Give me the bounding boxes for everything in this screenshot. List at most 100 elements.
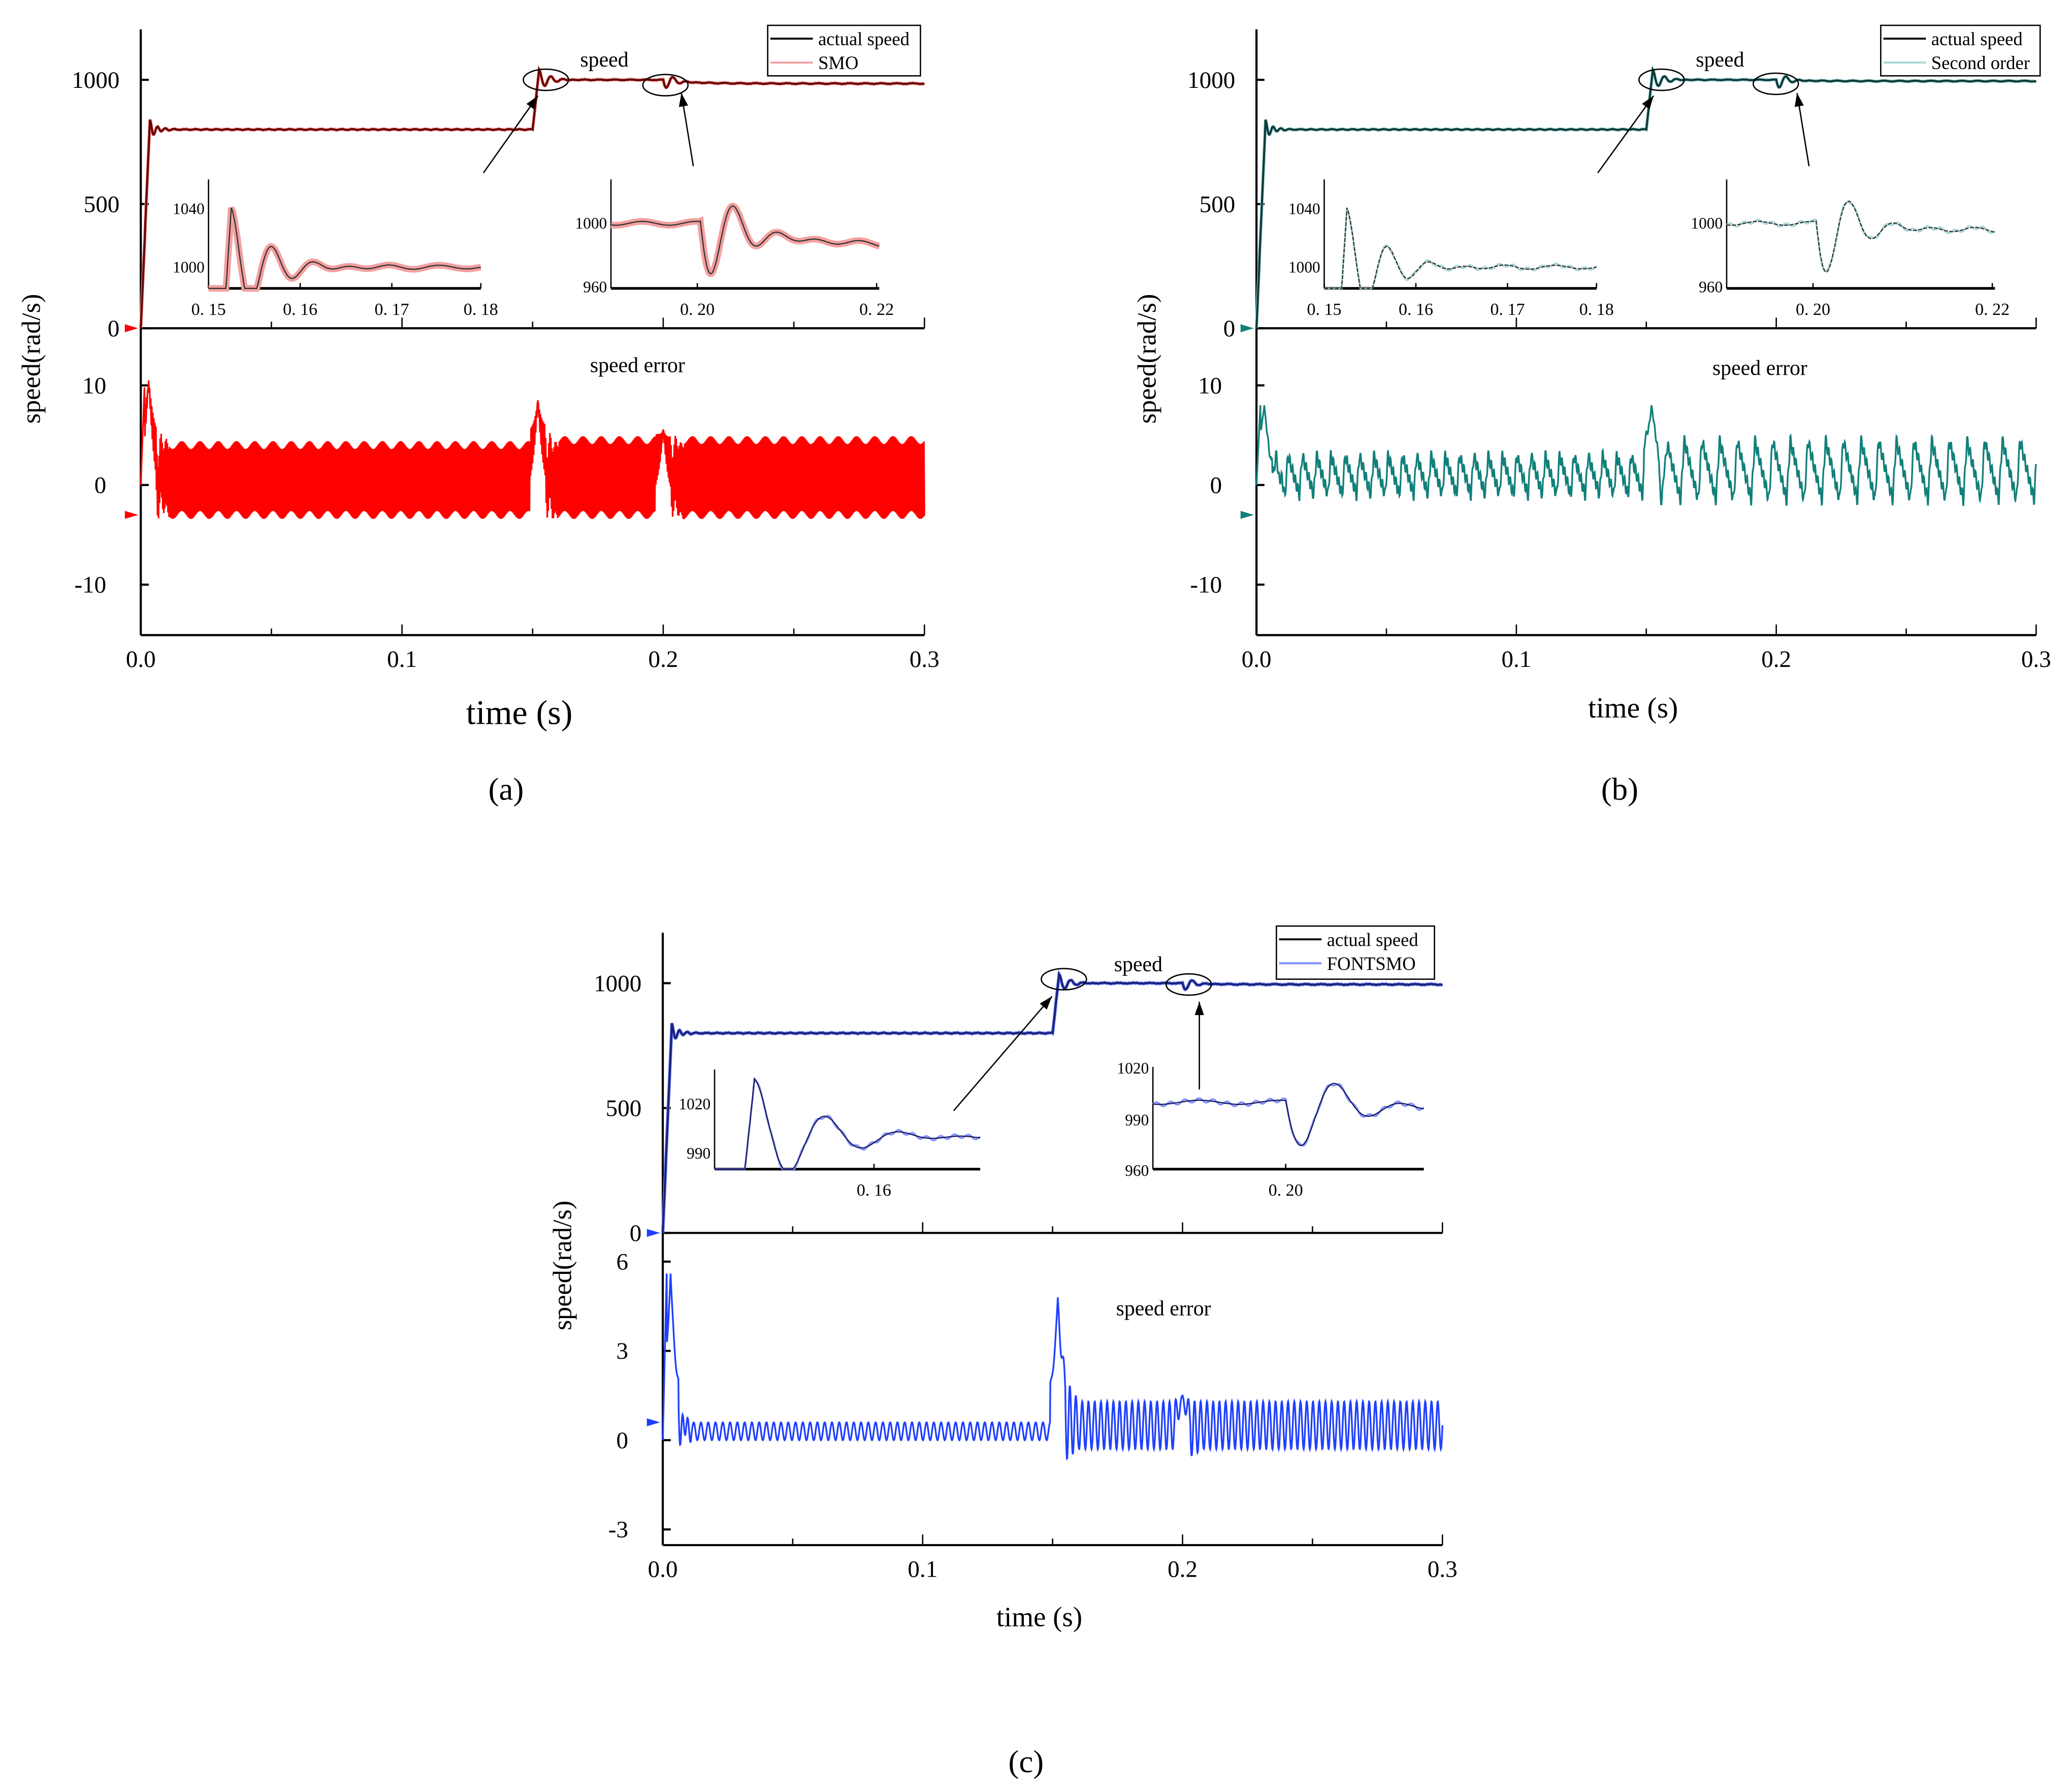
error-subplot-title: speed error [590, 354, 685, 377]
actual-speed-line [661, 971, 1443, 1233]
inset-estimated-line [610, 202, 880, 277]
inset-actual-line [1726, 201, 1995, 273]
inset-y-tick-label: 990 [687, 1144, 710, 1162]
speed-subplot-title: speed [1114, 953, 1162, 976]
zoom-circle [1166, 973, 1212, 996]
x-tick-label: 0.3 [1428, 1556, 1458, 1583]
speed-y-tick-label: 1000 [1187, 67, 1235, 93]
caption: (c) [1009, 1744, 1044, 1779]
zero-marker-icon [124, 510, 138, 519]
inset-y-tick-label: 960 [583, 278, 607, 296]
legend: actual speed Second order [1880, 24, 2041, 77]
x-tick-label: 0.2 [1168, 1556, 1197, 1583]
inset-x-tick-label: 0. 17 [375, 300, 409, 319]
inset-2: 1020 990 960 0. 20 [1117, 1059, 1424, 1200]
inset-actual-line [715, 1077, 981, 1170]
actual-speed-line [140, 66, 925, 329]
arrowhead-icon [1794, 93, 1804, 107]
arrowhead-icon [1642, 95, 1654, 110]
inset-x-tick-label: 0. 16 [857, 1181, 891, 1200]
legend-box [1880, 24, 2041, 77]
inset-x-tick-label: 0. 16 [1399, 300, 1433, 319]
inset-x-tick-label: 0. 15 [1307, 300, 1342, 319]
speed-error-line [662, 1273, 1444, 1461]
error-y-tick-label: 10 [1198, 372, 1222, 399]
legend-entry: FONTSMO [1327, 953, 1416, 974]
panel-c: 0.0 0.1 0.2 0.3 time (s) (c) speed(rad/s) 0 500 1… [548, 925, 1458, 1779]
inset-y-tick-label: 1020 [1117, 1059, 1149, 1077]
speed-error-line [140, 380, 925, 520]
inset-actual-line [610, 205, 880, 274]
inset-actual-line [208, 207, 481, 289]
inset-1: 1040 1000 0. 15 0. 16 0. 17 0. 18 [1288, 179, 1614, 319]
panel-a: 0.0 0.1 0.2 0.3 time (s) (a) speed(rad/s) 0 500 1… [16, 24, 940, 807]
zoom-circle [1041, 968, 1087, 991]
inset-y-tick-label: 1040 [1288, 200, 1320, 217]
legend-box [1276, 925, 1435, 980]
zero-marker-icon [646, 1229, 660, 1237]
arrowhead-icon [526, 95, 538, 110]
error-y-tick-label: -10 [74, 572, 106, 598]
error-y-tick-label: 6 [617, 1249, 629, 1275]
actual-speed-line [1255, 66, 2036, 329]
x-tick-label: 0.1 [908, 1556, 937, 1583]
error-y-tick-label: 0 [1210, 472, 1222, 499]
x-tick-label: 0.1 [1501, 646, 1531, 673]
zoom-circle [642, 74, 689, 97]
x-axis-label: time (s) [996, 1601, 1082, 1632]
arrowhead-icon [1194, 1002, 1204, 1015]
inset-y-tick-label: 960 [1125, 1162, 1149, 1179]
inset-y-tick-label: 960 [1699, 278, 1723, 296]
arrowhead-icon [1040, 996, 1052, 1010]
error-y-tick-label: 0 [617, 1427, 629, 1454]
inset-x-tick-label: 0. 16 [283, 300, 317, 319]
inset-x-tick-label: 0. 20 [1796, 300, 1830, 319]
zero-marker-icon [646, 1418, 660, 1427]
x-axis-label: time (s) [1588, 692, 1678, 724]
inset-actual-line [1152, 1082, 1424, 1146]
inset-y-tick-label: 1020 [678, 1095, 710, 1113]
inset-y-tick-label: 1000 [575, 214, 607, 232]
speed-y-tick-label: 1000 [72, 67, 119, 93]
inset-x-tick-label: 0. 20 [1269, 1181, 1303, 1200]
inset-x-tick-label: 0. 18 [1579, 300, 1614, 319]
speed-y-tick-label: 500 [1200, 191, 1236, 217]
estimated-speed-line [661, 969, 1443, 1233]
legend-box [767, 24, 921, 77]
zoom-arrow [953, 996, 1053, 1111]
error-y-tick-label: -3 [608, 1517, 628, 1543]
speed-y-tick-label: 500 [84, 191, 120, 217]
inset-y-tick-label: 990 [1125, 1111, 1149, 1129]
speed-y-tick-label: 0 [1223, 315, 1236, 342]
speed-y-tick-label: 1000 [594, 970, 641, 997]
zero-marker-icon [1240, 510, 1254, 519]
inset-y-tick-label: 1000 [1691, 214, 1723, 232]
error-y-tick-label: -10 [1190, 572, 1222, 598]
inset-y-tick-label: 1000 [1288, 258, 1320, 276]
zero-marker-icon [1240, 324, 1254, 333]
legend-entry: SMO [818, 52, 858, 73]
x-tick-label: 0.2 [649, 646, 678, 673]
x-tick-label: 0.3 [2021, 646, 2051, 673]
caption: (a) [489, 772, 524, 807]
x-tick-label: 0.0 [1242, 646, 1272, 673]
error-y-tick-label: 0 [94, 472, 107, 499]
inset-x-tick-label: 0. 15 [191, 300, 226, 319]
inset-estimated-line [1324, 208, 1597, 290]
zoom-circle [1638, 68, 1685, 91]
inset-x-tick-label: 0. 20 [680, 300, 715, 319]
inset-estimated-line [1726, 201, 1996, 272]
x-tick-label: 0.3 [910, 646, 940, 673]
x-tick-label: 0.0 [648, 1556, 678, 1583]
zoom-arrow [482, 95, 539, 173]
inset-x-tick-label: 0. 22 [1975, 300, 2010, 319]
legend-entry: Second order [1931, 52, 2030, 73]
inset-y-tick-label: 1000 [173, 258, 205, 276]
error-subplot-title: speed error [1712, 357, 1807, 380]
x-axis-label: time (s) [466, 693, 573, 732]
inset-actual-line [1324, 207, 1597, 289]
inset-y-tick-label: 1040 [173, 200, 205, 217]
zoom-circle [523, 68, 569, 91]
y-axis-label: speed(rad/s) [16, 294, 46, 424]
